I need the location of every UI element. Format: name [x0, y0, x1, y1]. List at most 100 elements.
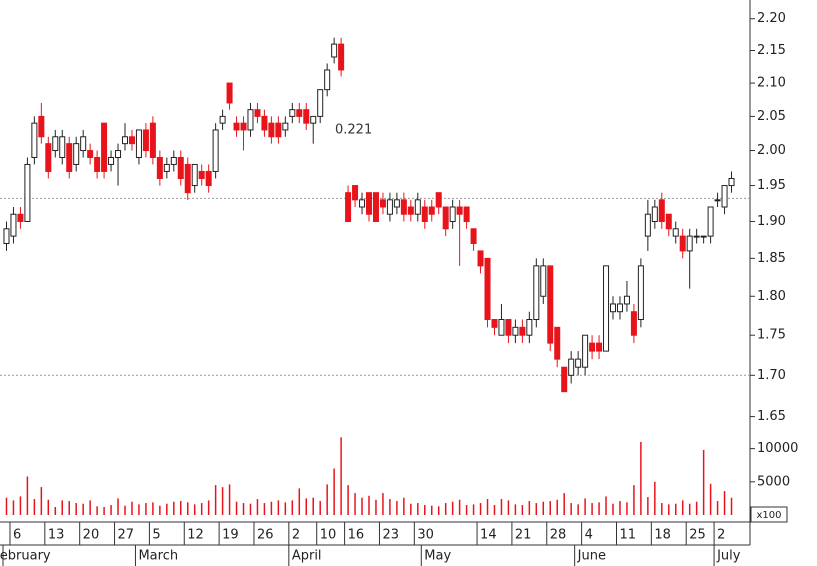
x-tick-label: 20	[83, 528, 100, 543]
candle-body	[365, 192, 373, 215]
month-label: April	[292, 549, 322, 564]
x-tick-label: 4	[585, 528, 593, 543]
candle-body	[205, 170, 212, 187]
x-tick-label: 27	[118, 528, 135, 543]
y-tick-label: 1.95	[757, 178, 786, 193]
candle-body	[233, 122, 240, 131]
y-tick-label: 2.20	[757, 11, 786, 26]
month-label: June	[577, 549, 606, 564]
candle-body	[540, 265, 547, 297]
candle-body	[45, 143, 52, 172]
candle-body	[317, 89, 324, 117]
x-tick-label: 6	[13, 528, 21, 543]
candle-body	[149, 122, 156, 158]
candle-body	[386, 199, 393, 215]
candle-body	[714, 199, 721, 202]
candle-body	[421, 206, 428, 222]
x-tick-label: 25	[689, 528, 706, 543]
candle-body	[219, 115, 226, 124]
y-tick-label: 2.15	[757, 43, 786, 58]
x-tick-label: 28	[550, 528, 567, 543]
month-label: March	[138, 549, 178, 564]
y-tick-label: 1.80	[757, 289, 786, 304]
candle-body	[282, 122, 289, 131]
x-tick-label: 2	[717, 528, 725, 543]
candle-body	[505, 319, 512, 336]
candle-body	[449, 206, 456, 222]
candle-body	[240, 122, 247, 131]
candle-body	[94, 156, 101, 172]
candle-body	[672, 228, 679, 237]
x-tick-label: 30	[417, 528, 434, 543]
y2-tick-label: 10000	[757, 441, 798, 456]
candle-body	[359, 199, 366, 208]
candle-body	[261, 115, 268, 131]
candle-body	[526, 319, 533, 336]
candle-body	[212, 129, 219, 172]
candle-body	[456, 206, 463, 215]
candle-body	[31, 122, 38, 158]
candle-body	[665, 213, 672, 230]
x-tick-label: 16	[348, 528, 365, 543]
y-tick-label: 1.70	[757, 368, 786, 383]
x-tick-label: 18	[654, 528, 671, 543]
x-tick-label: 21	[515, 528, 532, 543]
candle-body	[561, 366, 568, 393]
y-tick-label: 2.10	[757, 76, 786, 91]
candle-body	[575, 358, 582, 368]
candle-body	[498, 319, 505, 336]
y-tick-label: 1.75	[757, 328, 786, 343]
candle-body	[324, 69, 331, 91]
candle-body	[519, 326, 526, 336]
candle-body	[400, 199, 407, 215]
candle-body	[10, 213, 17, 237]
month-label: May	[424, 549, 451, 564]
candle-body	[484, 257, 491, 321]
candle-body	[38, 115, 45, 138]
candle-body	[59, 136, 66, 158]
y-tick-label: 2.00	[757, 143, 786, 158]
candle-body	[184, 163, 191, 194]
candle-body	[512, 326, 519, 336]
candle-body	[414, 199, 421, 215]
candle-body	[721, 185, 728, 208]
candle-body	[644, 213, 651, 237]
candle-body	[345, 192, 352, 222]
unit-box	[750, 506, 788, 523]
candle-body	[470, 228, 477, 244]
candle-body	[156, 156, 163, 179]
candle-body	[693, 235, 700, 238]
candle-body	[296, 109, 303, 117]
candle-body	[73, 143, 80, 165]
candle-body	[289, 109, 296, 117]
x-tick-label: 11	[619, 528, 636, 543]
candle-body	[603, 265, 610, 352]
candle-body	[177, 156, 184, 179]
candle-body	[142, 129, 149, 152]
candle-body	[268, 122, 275, 138]
candle-body	[135, 129, 142, 158]
candle-body	[121, 136, 129, 145]
candle-body	[226, 82, 233, 104]
candle-body	[170, 156, 177, 165]
y-tick-label: 2.05	[757, 109, 786, 124]
x-tick-label: 12	[187, 528, 204, 543]
candle-body	[17, 213, 24, 222]
candle-body	[435, 192, 442, 208]
y-tick-label: 1.65	[757, 409, 786, 424]
candle-body	[533, 265, 540, 321]
candle-body	[463, 206, 470, 222]
candle-body	[596, 342, 603, 352]
candle-body	[80, 136, 87, 152]
candle-body	[686, 235, 693, 252]
x-tick-label: 14	[480, 528, 497, 543]
candle-body	[198, 170, 205, 179]
x-tick-label: 13	[48, 528, 65, 543]
candle-body	[609, 303, 617, 313]
candle-body	[87, 150, 94, 158]
candle-body	[658, 199, 665, 222]
candle-body	[679, 235, 686, 252]
